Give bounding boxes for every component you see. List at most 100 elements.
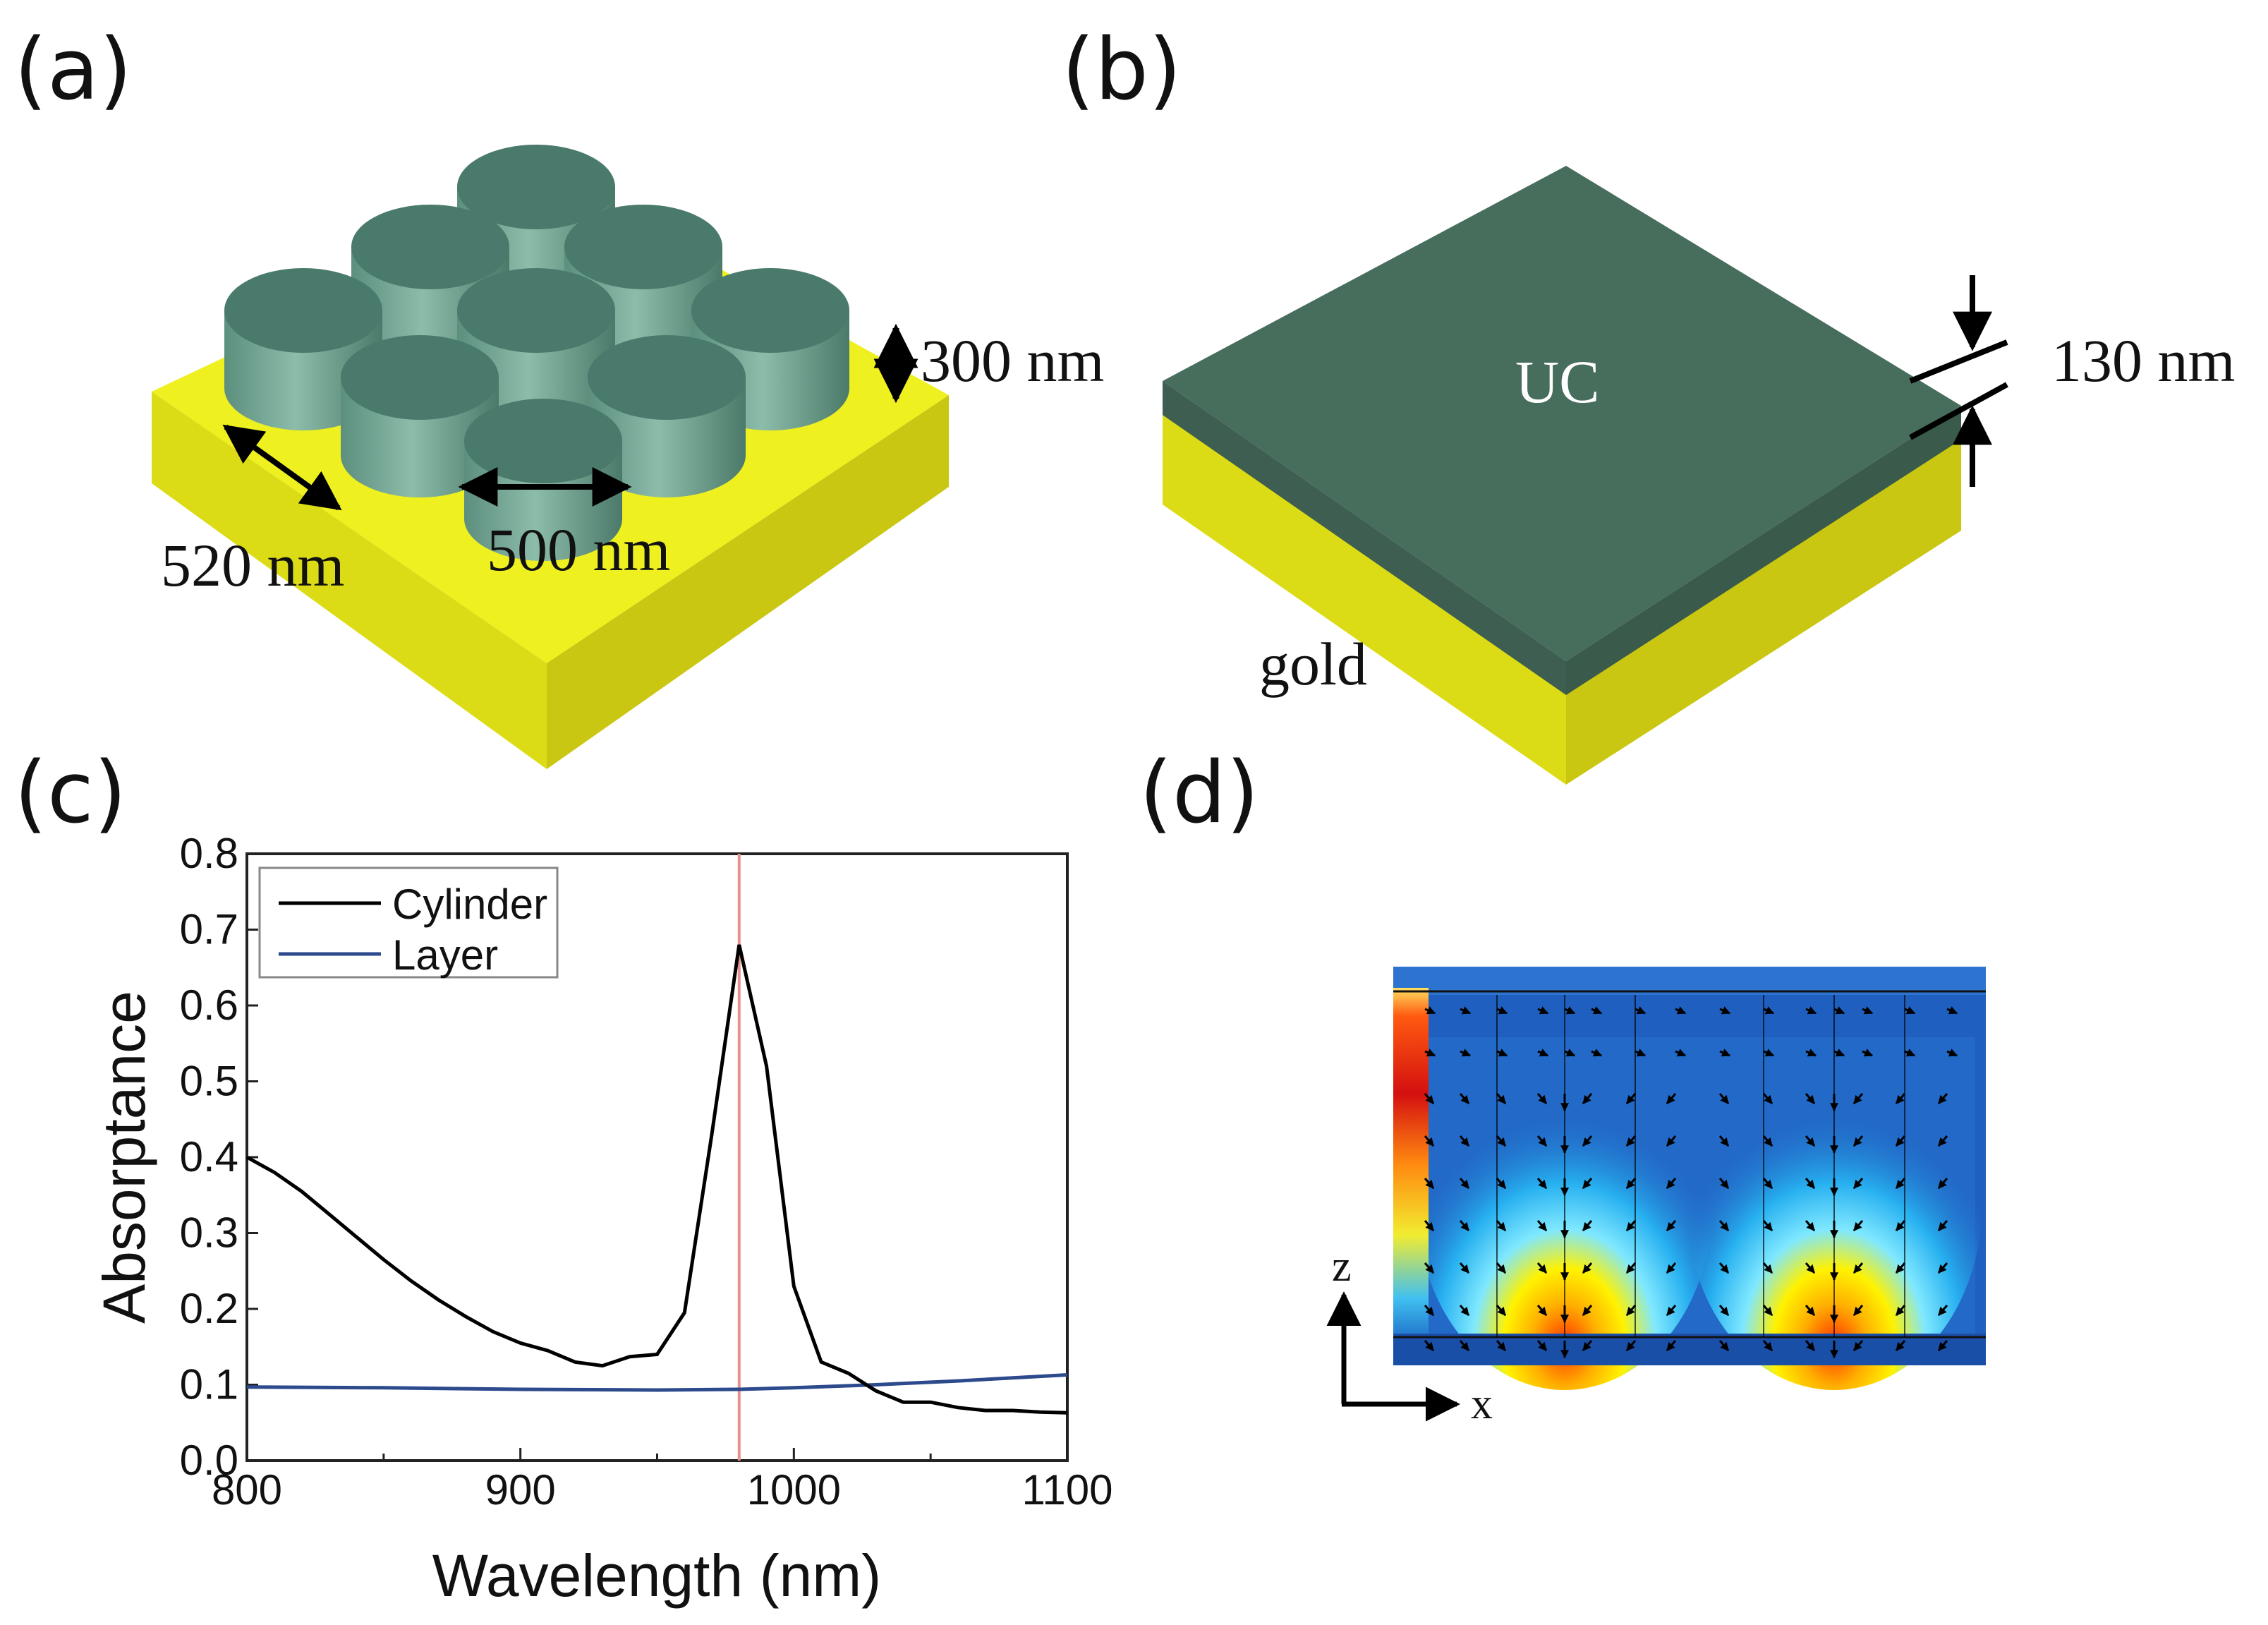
field-vector bbox=[1937, 1220, 1948, 1231]
field-vector bbox=[1895, 1220, 1906, 1231]
y-tick-label: 0.1 bbox=[180, 1361, 238, 1408]
field-vector bbox=[1536, 1305, 1548, 1316]
field-vector bbox=[1718, 1135, 1730, 1147]
field-vector bbox=[1564, 1006, 1576, 1015]
field-vector bbox=[1762, 1178, 1773, 1189]
legend-label-cylinder: Cylinder bbox=[392, 881, 547, 928]
diameter-label: 500 nm bbox=[487, 516, 670, 584]
field-vector bbox=[1719, 1006, 1731, 1015]
field-vector bbox=[1625, 1178, 1637, 1189]
field-vector bbox=[1536, 1220, 1548, 1231]
field-vector bbox=[1496, 1262, 1507, 1274]
cylinder-top bbox=[464, 399, 622, 483]
field-vector bbox=[1762, 1093, 1773, 1104]
field-vector bbox=[1718, 1178, 1730, 1189]
field-vector bbox=[1459, 1340, 1470, 1351]
y-tick-label: 0.8 bbox=[180, 830, 238, 877]
field-vector bbox=[1937, 1262, 1948, 1274]
y-tick-label: 0.0 bbox=[180, 1437, 238, 1484]
field-vector bbox=[1424, 1262, 1435, 1274]
field-vector bbox=[1805, 1305, 1816, 1316]
field-vector bbox=[1762, 1305, 1773, 1316]
field-vector bbox=[1833, 1049, 1845, 1057]
field-vector bbox=[1460, 1049, 1472, 1057]
field-vector bbox=[1833, 1006, 1845, 1015]
series-line-layer bbox=[246, 1373, 1068, 1392]
x-axis-title: Wavelength (nm) bbox=[432, 1542, 881, 1609]
field-vector bbox=[1946, 1049, 1958, 1057]
panel-label-a: (a) bbox=[14, 21, 132, 119]
y-tick-label: 0.5 bbox=[180, 1058, 238, 1105]
field-vector bbox=[1805, 1093, 1816, 1104]
cylinder-top bbox=[457, 268, 615, 353]
y-tick-label: 0.7 bbox=[180, 906, 238, 953]
cylinder-top bbox=[224, 268, 382, 353]
field-bottom-band bbox=[1393, 1334, 1986, 1365]
field-vector bbox=[1496, 1178, 1507, 1189]
field-vector bbox=[1895, 1305, 1906, 1316]
field-vector bbox=[1496, 1340, 1507, 1351]
field-vector bbox=[1718, 1340, 1730, 1351]
panel-label-d: (d) bbox=[1139, 744, 1259, 842]
field-vector bbox=[1582, 1093, 1593, 1104]
field-vector bbox=[1459, 1220, 1470, 1231]
y-tick-label: 0.2 bbox=[180, 1285, 238, 1332]
field-vector bbox=[1718, 1305, 1730, 1316]
field-vector bbox=[1496, 1135, 1507, 1147]
uc-layer-side bbox=[1566, 406, 1961, 695]
field-vector bbox=[1625, 1262, 1637, 1274]
field-vector bbox=[1424, 1305, 1435, 1316]
field-vector bbox=[1424, 1178, 1435, 1189]
field-vector bbox=[1625, 1340, 1637, 1351]
legend: Cylinder Layer bbox=[258, 866, 559, 979]
field-vector bbox=[1718, 1262, 1730, 1274]
field-vector bbox=[1537, 1049, 1549, 1057]
field-vector bbox=[1852, 1093, 1864, 1104]
legend-box bbox=[258, 866, 559, 979]
cylinder-top bbox=[351, 205, 509, 289]
legend-label-layer: Layer bbox=[392, 931, 498, 979]
field-vector bbox=[1895, 1093, 1906, 1104]
x-tick-label: 1100 bbox=[1021, 1466, 1112, 1514]
field-vector bbox=[1496, 1305, 1507, 1316]
y-tick-label: 0.3 bbox=[180, 1209, 238, 1257]
x-tick-label: 1000 bbox=[747, 1466, 841, 1514]
field-vector bbox=[1591, 1006, 1603, 1015]
field-vector bbox=[1675, 1006, 1687, 1015]
field-vector bbox=[1625, 1305, 1637, 1316]
gold-layer-side bbox=[1566, 437, 1961, 785]
period-label: 520 nm bbox=[161, 531, 344, 599]
field-vector bbox=[1537, 1006, 1549, 1015]
field-vector bbox=[1424, 1093, 1435, 1104]
field-vector bbox=[1460, 1006, 1472, 1015]
x-axis-label: x bbox=[1471, 1380, 1493, 1428]
field-vector bbox=[1666, 1220, 1677, 1231]
field-vector bbox=[1895, 1340, 1906, 1351]
panel-b-uc-layer: UC gold 130 nm bbox=[1163, 166, 2235, 785]
cylinder-top bbox=[457, 145, 615, 229]
field-vector bbox=[1424, 1340, 1435, 1351]
field-vector bbox=[1762, 1135, 1773, 1147]
field-vector bbox=[1666, 1262, 1677, 1274]
field-vector bbox=[1805, 1049, 1817, 1057]
field-vector bbox=[1536, 1262, 1548, 1274]
field-vector bbox=[1666, 1305, 1677, 1316]
field-vector bbox=[1625, 1093, 1637, 1104]
field-vector bbox=[1459, 1262, 1470, 1274]
field-vector bbox=[1852, 1305, 1864, 1316]
period-arrow bbox=[222, 424, 342, 511]
field-vector bbox=[1459, 1093, 1470, 1104]
field-vector bbox=[1582, 1135, 1593, 1147]
field-vector bbox=[1904, 1006, 1916, 1015]
x-tick-label: 900 bbox=[485, 1466, 556, 1514]
field-vector bbox=[1719, 1049, 1731, 1057]
field-vector bbox=[1675, 1049, 1687, 1057]
field-edge-strip bbox=[1393, 988, 1429, 1341]
field-vector bbox=[1666, 1135, 1677, 1147]
field-vector bbox=[1496, 1093, 1507, 1104]
field-vector bbox=[1937, 1093, 1948, 1104]
axis-ticks: 800 900 1000 1100 0.0 0.1 0.2 0.3 0.4 0.5 0.6 0.7 0.… bbox=[180, 830, 1113, 1514]
y-axis-title: Absorptance bbox=[91, 991, 157, 1324]
field-vector bbox=[1805, 1220, 1816, 1231]
